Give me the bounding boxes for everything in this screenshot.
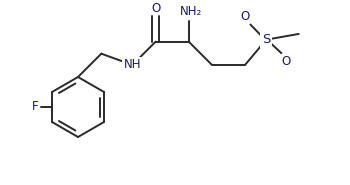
Text: O: O bbox=[282, 55, 291, 68]
Text: NH: NH bbox=[124, 58, 141, 71]
Text: O: O bbox=[151, 2, 160, 15]
Text: S: S bbox=[262, 33, 271, 46]
Text: F: F bbox=[32, 100, 38, 114]
Text: O: O bbox=[241, 10, 250, 23]
Text: NH₂: NH₂ bbox=[180, 5, 202, 18]
